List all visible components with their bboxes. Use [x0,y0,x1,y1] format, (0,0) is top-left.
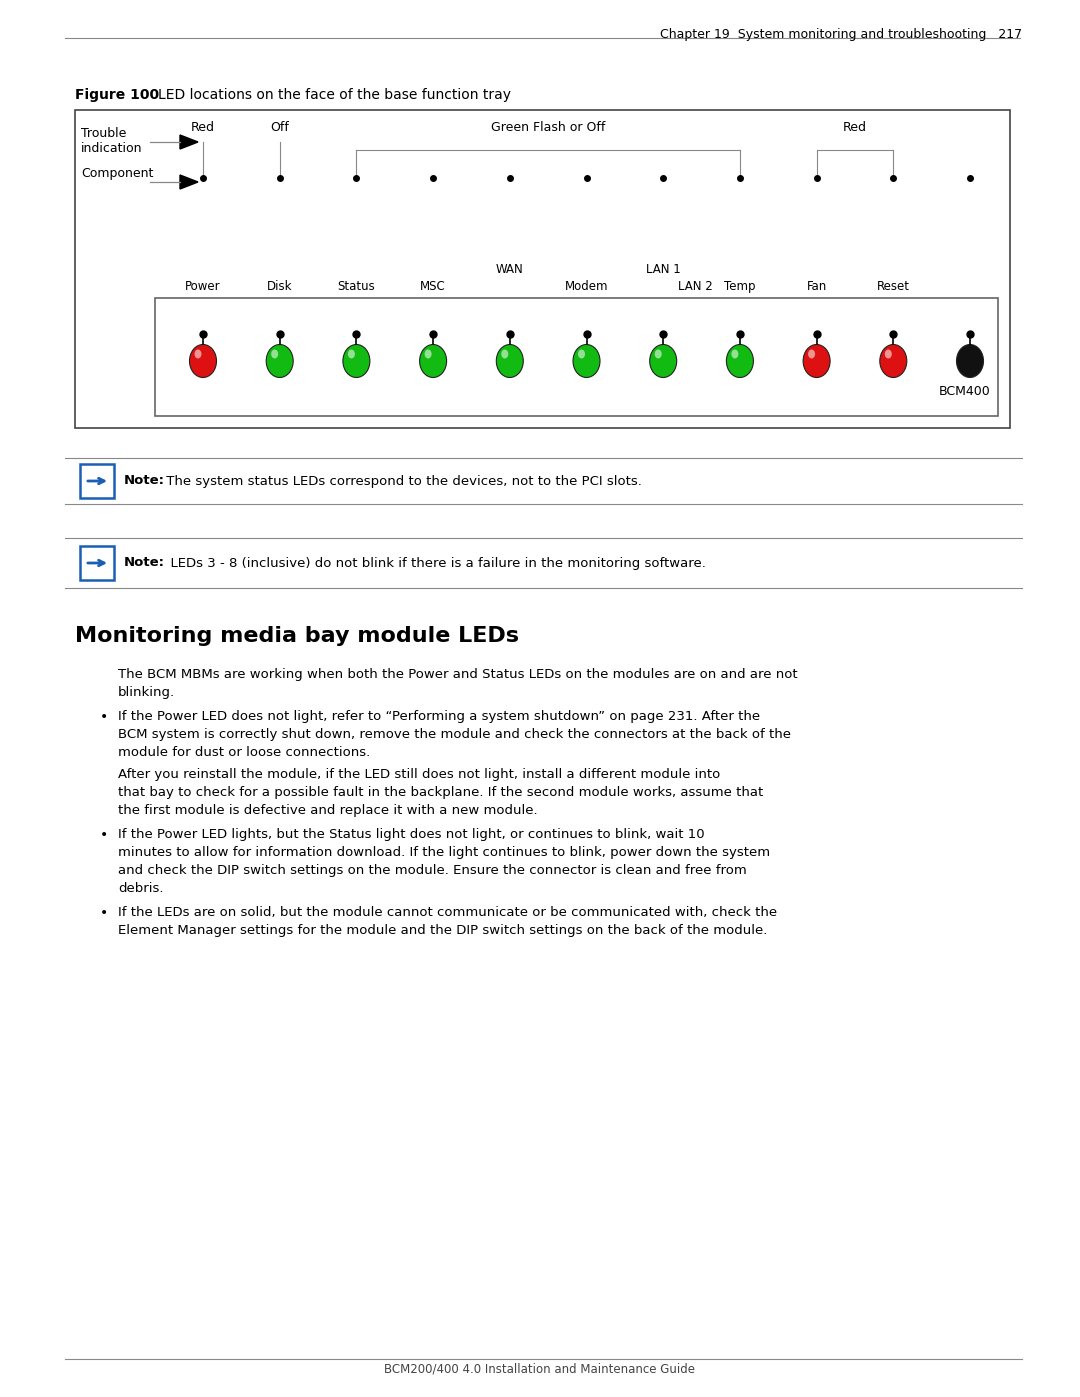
Text: The system status LEDs correspond to the devices, not to the PCI slots.: The system status LEDs correspond to the… [162,475,642,488]
Bar [156,298,998,332]
Text: If the Power LED does not light, refer to “Performing a system shutdown” on page: If the Power LED does not light, refer t… [118,710,760,724]
Text: BCM200/400 4.0 Installation and Maintenance Guide: BCM200/400 4.0 Installation and Maintena… [384,1362,696,1375]
Text: the first module is defective and replace it with a new module.: the first module is defective and replac… [118,805,538,817]
Ellipse shape [497,345,524,377]
Text: LED locations on the face of the base function tray: LED locations on the face of the base fu… [158,88,511,102]
Text: If the LEDs are on solid, but the module cannot communicate or be communicated w: If the LEDs are on solid, but the module… [118,907,778,919]
Text: indication: indication [81,142,143,155]
Ellipse shape [501,349,509,359]
Text: module for dust or loose connections.: module for dust or loose connections. [118,746,370,759]
Text: •: • [100,710,108,724]
Text: BCM system is correctly shut down, remove the module and check the connectors at: BCM system is correctly shut down, remov… [118,728,791,740]
Ellipse shape [420,345,447,377]
Text: LAN 2: LAN 2 [678,279,713,293]
Text: Power: Power [185,279,220,293]
Ellipse shape [731,349,739,359]
Text: BCM400: BCM400 [939,386,990,398]
Ellipse shape [578,349,585,359]
Ellipse shape [804,345,831,377]
Bar [156,298,998,416]
Ellipse shape [880,345,907,377]
Ellipse shape [727,345,754,377]
Text: The BCM MBMs are working when both the Power and Status LEDs on the modules are : The BCM MBMs are working when both the P… [118,668,798,680]
Text: blinking.: blinking. [118,686,175,698]
Ellipse shape [654,349,662,359]
Text: Chapter 19  System monitoring and troubleshooting   217: Chapter 19 System monitoring and trouble… [660,28,1022,41]
Text: Red: Red [191,122,215,134]
Text: Fan: Fan [807,279,826,293]
Text: Off: Off [270,122,289,134]
Bar [80,546,114,580]
Bar [80,464,114,497]
Ellipse shape [194,349,202,359]
Text: •: • [100,828,108,842]
Text: Trouble: Trouble [81,127,126,140]
Polygon shape [180,136,198,149]
Bar [75,110,1010,427]
Text: Element Manager settings for the module and the DIP switch settings on the back : Element Manager settings for the module … [118,923,768,937]
Text: Disk: Disk [267,279,293,293]
Text: Temp: Temp [725,279,756,293]
Text: MSC: MSC [420,279,446,293]
Text: WAN: WAN [496,263,524,277]
Polygon shape [180,175,198,189]
Text: Monitoring media bay module LEDs: Monitoring media bay module LEDs [75,626,519,645]
Text: LEDs 3 - 8 (inclusive) do not blink if there is a failure in the monitoring soft: LEDs 3 - 8 (inclusive) do not blink if t… [162,556,706,570]
Text: Reset: Reset [877,279,909,293]
Ellipse shape [266,345,293,377]
Text: LAN 1: LAN 1 [646,263,680,277]
Text: Modem: Modem [565,279,608,293]
Text: Note:: Note: [124,475,165,488]
Ellipse shape [885,349,892,359]
Text: Status: Status [338,279,375,293]
Text: Figure 100: Figure 100 [75,88,159,102]
Text: Green Flash or Off: Green Flash or Off [491,122,605,134]
Text: Red: Red [843,122,867,134]
Text: Component: Component [81,168,153,180]
Text: •: • [100,907,108,921]
Text: If the Power LED lights, but the Status light does not light, or continues to bl: If the Power LED lights, but the Status … [118,828,704,841]
Text: Note:: Note: [124,556,165,570]
Ellipse shape [343,345,369,377]
Text: debris.: debris. [118,882,163,895]
Ellipse shape [348,349,355,359]
Ellipse shape [957,345,984,377]
Text: that bay to check for a possible fault in the backplane. If the second module wo: that bay to check for a possible fault i… [118,787,764,799]
Text: After you reinstall the module, if the LED still does not light, install a diffe: After you reinstall the module, if the L… [118,768,720,781]
Ellipse shape [424,349,432,359]
Ellipse shape [808,349,815,359]
Text: minutes to allow for information download. If the light continues to blink, powe: minutes to allow for information downloa… [118,847,770,859]
Ellipse shape [271,349,279,359]
Ellipse shape [573,345,600,377]
Text: and check the DIP switch settings on the module. Ensure the connector is clean a: and check the DIP switch settings on the… [118,863,746,877]
Ellipse shape [650,345,677,377]
Ellipse shape [189,345,216,377]
